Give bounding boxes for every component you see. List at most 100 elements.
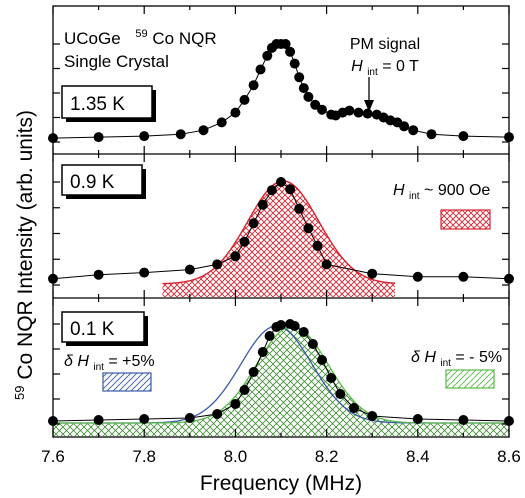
data-point [175,129,186,140]
x-tick-label: 7.8 [132,447,156,466]
panel-1-points [48,39,514,144]
data-point [257,199,268,210]
x-ticks [52,6,510,437]
data-point [326,373,337,383]
panel-3-points [48,319,514,426]
data-point [248,218,259,229]
data-point [230,399,241,409]
panel-3-temperature-box-shadow-bottom [66,342,148,346]
panel-3-legend-plus-h: H [77,353,89,370]
panel-3-legend-plus-sub: int [93,362,104,373]
data-point [198,125,209,136]
panel-1-temperature-box-shadow-bottom [66,118,156,122]
panel-2-field-legend-sub: int [409,191,420,202]
data-point [276,320,286,330]
data-point [367,268,378,279]
data-point [93,269,104,280]
data-point [303,91,314,102]
data-point [426,129,437,140]
data-point [353,107,364,118]
panel-3-temperature-box [61,311,145,343]
data-point [239,236,250,247]
panel-3-legend-minus-delta: δ [411,349,421,366]
x-tick-label: 8.4 [406,447,430,466]
data-point [367,411,378,421]
data-point [317,104,327,115]
panel-3-temperature-label: 0.1 K [70,319,115,340]
x-tick-labels: 7.6 7.8 8.0 8.2 8.4 8.6 [41,447,521,466]
data-point [289,58,300,69]
data-point [139,414,150,424]
sample-isotope-sup: 59 [135,28,147,40]
data-point [280,39,291,49]
panel-2-fits [162,180,396,297]
panel-2-field-legend-value: ~ 900 Oe [424,182,490,199]
y-axis-label-text: Co NQR Intensity (arb. units) [14,110,37,380]
panel-2-field-legend: H int ~ 900 Oe [393,182,490,203]
panel-1: 1.35 K UCoGe 59 Co NQR Single Crystal PM… [48,22,514,144]
data-point [458,415,469,425]
data-point [344,105,355,116]
data-point [184,413,195,423]
data-point [294,72,305,83]
data-point [317,355,327,365]
data-point [458,131,469,142]
pm-signal-field-value: = 0 T [382,58,419,75]
pm-signal-title: PM signal [350,36,420,53]
pm-signal-field-h: H [351,58,363,75]
data-point [264,331,275,341]
panel-3-legend-plus: δ H int = +5% [64,353,155,374]
data-point [399,121,410,132]
data-point [212,259,223,270]
panel-3-legend-minus-value: = - 5% [455,349,502,366]
sample-form: Single Crystal [64,52,169,71]
y-axis-label: 59 Co NQR Intensity (arb. units) [6,110,37,400]
pm-signal-field-sub: int [367,67,378,78]
x-tick-label: 8.6 [497,447,521,466]
data-point [321,259,332,270]
fit-area-hint [162,181,395,297]
panel-3-legend-minus-sub: int [440,358,451,369]
data-point [307,339,318,349]
data-point [362,108,373,119]
panel-2-temperature-label: 0.9 K [70,172,115,193]
data-point [285,184,296,195]
sample-name: UCoGe 59 Co NQR [64,22,217,48]
data-point [335,389,346,399]
panel-3: 0.1 K δ H int = +5% δ H int = - 5% [48,311,514,436]
data-point [289,321,300,331]
panel-1-temperature-box-shadow [152,90,156,122]
data-point [298,83,309,94]
y-axis-label-sup: 59 [12,385,27,399]
fit-curve-minus [53,325,509,424]
pm-signal-field: H int = 0 T [351,58,419,79]
y-ticks [53,43,509,425]
x-axis-label: Frequency (MHz) [200,472,362,495]
panel-2: 0.9 K H int ~ 900 Oe [48,164,514,297]
panel-1-temperature-label: 1.35 K [70,94,125,115]
data-point [184,264,195,275]
panel-3-legend-plus-swatch [102,372,152,392]
panel-2-temperature-box-shadow [142,169,146,199]
data-point [93,415,104,425]
data-point [93,132,104,143]
data-point [285,46,296,57]
panel-1-temperature-box [61,85,153,119]
panel-3-legend-plus-value: = +5% [108,353,154,370]
data-point [216,117,227,128]
panel-3-legend-minus-swatch [445,369,495,389]
panel-3-temperature-box-shadow [144,316,148,346]
data-point [412,414,423,424]
x-tick-label: 7.6 [41,447,65,466]
x-tick-label: 8.2 [315,447,339,466]
panel-2-legend-swatch [440,209,491,230]
data-point [248,80,259,91]
data-point [349,403,359,413]
data-point [230,251,241,262]
data-point [230,107,241,118]
data-point [262,50,273,61]
data-point [412,271,423,282]
data-point [239,94,250,105]
sample-method: Co NQR [152,29,216,48]
